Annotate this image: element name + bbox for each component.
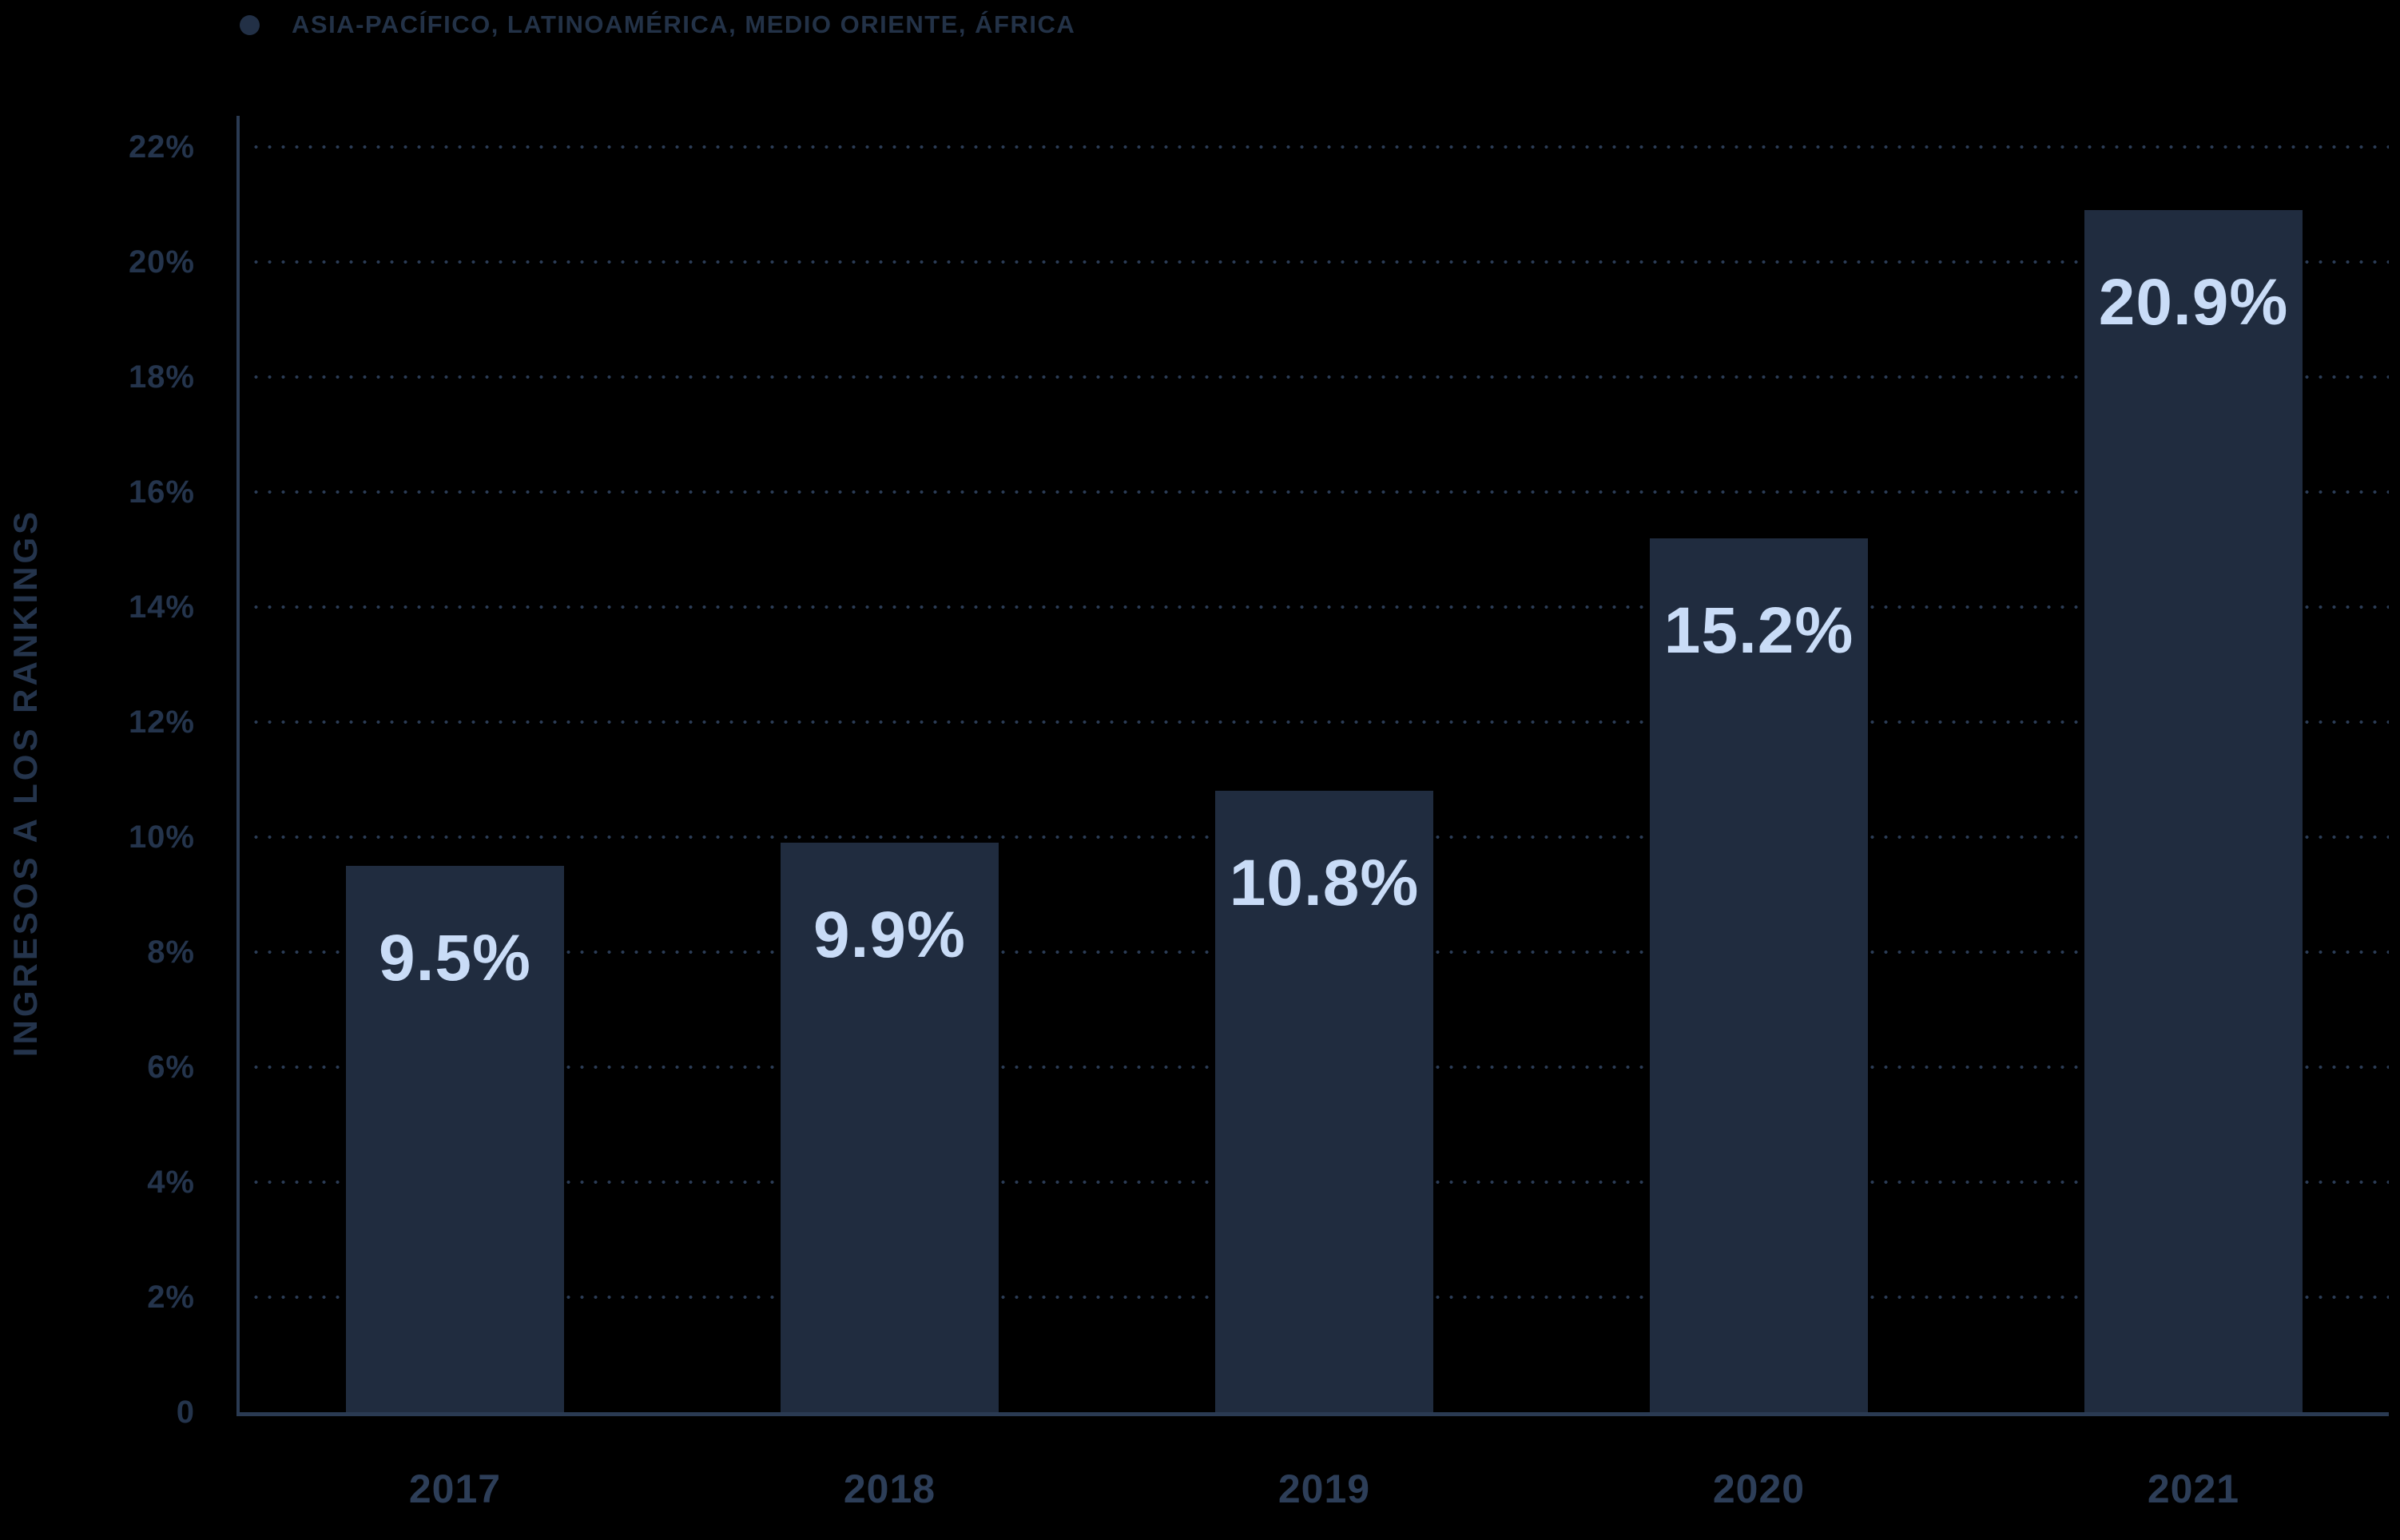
y-axis-line: [236, 116, 240, 1416]
y-tick-label-22pct: 22%: [128, 129, 195, 165]
legend-marker-icon: [240, 14, 260, 35]
y-tick-label-8pct: 8%: [147, 935, 195, 970]
bar-value-label-2019: 10.8%: [1229, 847, 1420, 920]
y-tick-label-2pct: 2%: [147, 1280, 195, 1315]
x-tick-label-2017: 2017: [408, 1467, 502, 1511]
x-tick-label-2018: 2018: [843, 1467, 936, 1511]
y-tick-label-6pct: 6%: [147, 1050, 195, 1085]
gridline-20: [249, 260, 2389, 264]
y-tick-label-12pct: 12%: [128, 705, 195, 740]
bar-value-label-2020: 15.2%: [1663, 593, 1854, 667]
gridline-18: [249, 375, 2389, 379]
legend-label: ASIA-PACÍFICO, LATINOAMÉRICA, MEDIO ORIE…: [292, 10, 1076, 38]
gridline-12: [249, 720, 2389, 724]
gridline-14: [249, 605, 2389, 609]
y-tick-label-0: 0: [176, 1395, 195, 1430]
chart-legend: ASIA-PACÍFICO, LATINOAMÉRICA, MEDIO ORIE…: [240, 0, 1075, 50]
y-tick-label-16pct: 16%: [128, 474, 195, 510]
y-tick-label-14pct: 14%: [128, 589, 195, 625]
gridline-16: [249, 490, 2389, 494]
y-tick-label-20pct: 20%: [128, 244, 195, 280]
x-tick-label-2021: 2021: [2147, 1467, 2240, 1511]
bar-value-label-2017: 9.5%: [379, 922, 531, 994]
y-tick-label-18pct: 18%: [128, 359, 195, 395]
bar-2018: 9.9%: [781, 843, 999, 1412]
bar-2020: 15.2%: [1650, 538, 1868, 1412]
y-tick-label-10pct: 10%: [128, 820, 195, 855]
bar-2021: 20.9%: [2084, 210, 2303, 1412]
y-tick-label-4pct: 4%: [147, 1165, 195, 1200]
x-axis-line: [236, 1412, 2389, 1416]
x-tick-label-2019: 2019: [1277, 1467, 1371, 1511]
bar-2019: 10.8%: [1215, 791, 1433, 1412]
gridline-22: [249, 145, 2389, 149]
x-tick-label-2020: 2020: [1712, 1467, 1806, 1511]
bar-value-label-2018: 9.9%: [813, 899, 966, 972]
bar-value-label-2021: 20.9%: [2098, 266, 2289, 339]
bar-2017: 9.5%: [346, 866, 564, 1412]
